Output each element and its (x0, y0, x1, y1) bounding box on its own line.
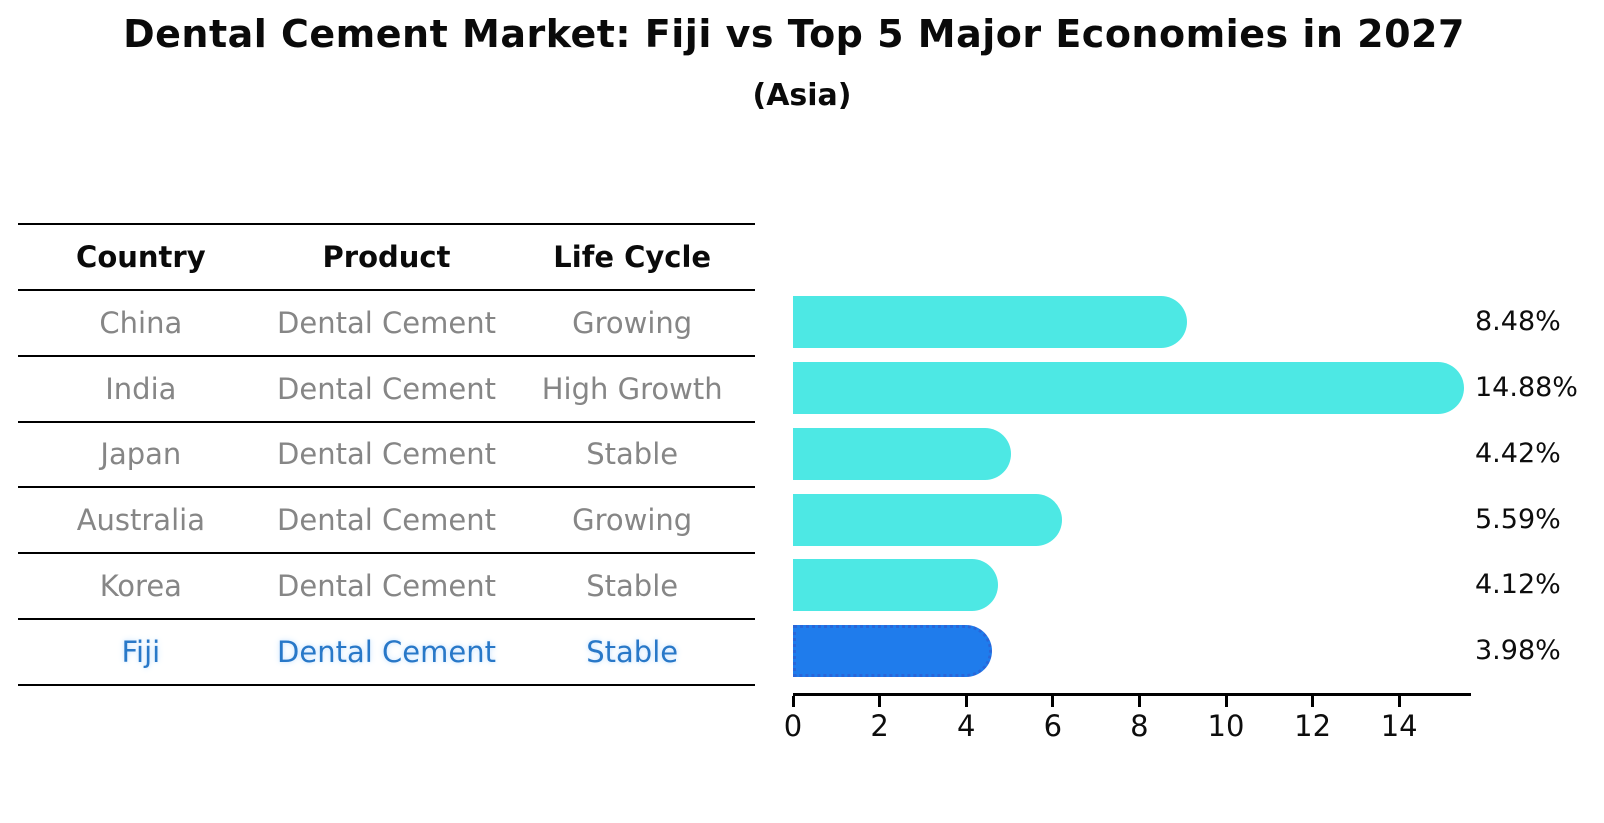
comparison-table: Country Product Life Cycle China Dental Ceme… (18, 223, 755, 686)
x-axis-tick (791, 696, 795, 707)
table-cell-life-cycle: Life Cycle (553, 239, 712, 274)
bar-value-label-japan: 4.42% (1475, 437, 1561, 469)
table-cell-product: Dental Cement (277, 569, 496, 604)
table-cell-country: Fiji (121, 634, 161, 669)
bar-value-label-china: 8.48% (1475, 306, 1561, 337)
bar-value-label-australia: 5.59% (1475, 503, 1561, 535)
table-cell-country: Australia (76, 503, 205, 538)
table-header-row: Country Product Life Cycle (18, 225, 755, 291)
table-cell-country: India (105, 371, 177, 406)
x-axis-tick (1224, 696, 1228, 707)
x-axis-tick-label: 10 (1207, 709, 1245, 743)
table-row-india: India Dental Cement High Growth (18, 357, 755, 423)
x-axis-tick-label: 2 (870, 709, 889, 743)
x-axis-tick-label: 14 (1380, 709, 1418, 743)
x-axis-tick (1137, 696, 1141, 707)
x-axis-tick (1051, 696, 1055, 707)
x-axis-line (793, 693, 1471, 696)
table-row-fiji: Fiji Dental Cement Stable (18, 620, 755, 686)
table-cell-life-cycle: Growing (572, 503, 693, 538)
x-axis-tick-label: 6 (1043, 709, 1063, 743)
x-axis-tick-label: 0 (783, 709, 803, 743)
table-cell-life-cycle: Stable (586, 569, 679, 604)
table-cell-country: Korea (99, 569, 182, 604)
x-axis-tick-label: 8 (1130, 709, 1149, 743)
table-cell-country: China (99, 305, 183, 340)
bar-value-label-india: 14.88% (1475, 371, 1578, 403)
x-axis-tick (1397, 696, 1401, 707)
table-row-japan: Japan Dental Cement Stable (18, 423, 755, 489)
chart-title: Dental Cement Market: Fiji vs Top 5 Majo… (123, 12, 1465, 56)
table-cell-country: Country (76, 239, 206, 274)
table-cell-product: Dental Cement (277, 503, 496, 538)
table-cell-product: Dental Cement (277, 634, 496, 669)
x-axis-tick-label: 4 (956, 709, 976, 743)
bar-australia (793, 493, 1063, 546)
bar-korea (793, 559, 999, 612)
table-row-china: China Dental Cement Growing (18, 291, 755, 357)
bar-japan (793, 427, 1012, 480)
table-cell-life-cycle: Stable (586, 634, 679, 669)
table-cell-product: Product (322, 239, 451, 274)
x-axis-tick (1311, 696, 1315, 707)
table-cell-life-cycle: Growing (572, 305, 693, 340)
table-cell-product: Dental Cement (277, 437, 496, 472)
bar-china (793, 296, 1188, 348)
table-cell-product: Dental Cement (277, 371, 496, 406)
bar-value-label-korea: 4.12% (1475, 569, 1561, 601)
x-axis-tick (878, 696, 882, 707)
x-axis-tick (964, 696, 968, 707)
table-row-korea: Korea Dental Cement Stable (18, 554, 755, 621)
table-cell-country: Japan (100, 437, 182, 472)
x-axis-tick-label: 12 (1294, 709, 1332, 743)
bar-value-label-fiji: 3.98% (1475, 635, 1561, 667)
table-row-australia: Australia Dental Cement Growing (18, 488, 755, 555)
table-cell-life-cycle: Stable (586, 437, 679, 472)
chart-subtitle: (Asia) (752, 78, 852, 113)
table-cell-life-cycle: High Growth (541, 371, 723, 406)
bar-india (793, 361, 1465, 414)
bar-fiji (793, 625, 993, 678)
table-cell-product: Dental Cement (277, 305, 496, 340)
